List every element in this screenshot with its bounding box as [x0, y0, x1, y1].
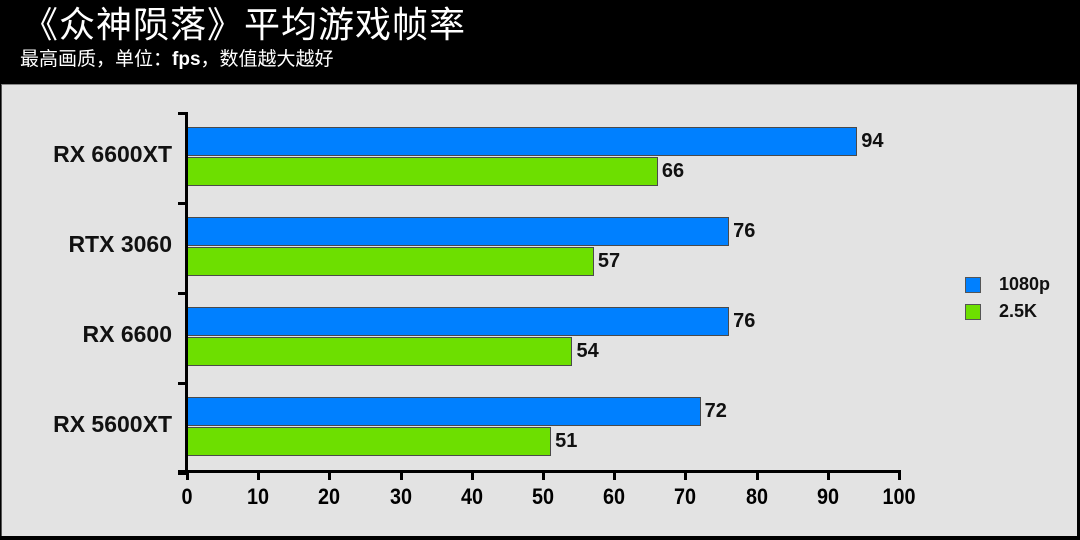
x-tick-label: 40 — [460, 484, 483, 509]
x-tick-label: 0 — [181, 484, 193, 509]
legend-item-1080p: 1080p — [965, 271, 1050, 298]
value-label: 54 — [576, 340, 599, 362]
y-tick — [178, 292, 187, 295]
x-tick — [826, 470, 830, 480]
chart-subtitle: 最高画质，单位：fps，数值越大越好 — [20, 48, 334, 70]
x-tick-label: 100 — [882, 484, 916, 509]
bar-1080p — [188, 397, 701, 426]
value-label: 66 — [661, 160, 685, 182]
x-tick — [542, 470, 545, 480]
x-axis-line — [178, 470, 901, 473]
legend-swatch-1080p — [965, 276, 981, 293]
value-label: 72 — [704, 400, 727, 422]
bar-1080p — [188, 217, 730, 246]
value-label: 76 — [733, 220, 756, 242]
y-tick — [178, 472, 187, 475]
x-tick — [755, 470, 759, 480]
x-tick — [186, 470, 189, 480]
category-label: RX 6600XT — [53, 141, 172, 167]
value-label: 51 — [555, 430, 578, 452]
x-tick-label: 50 — [531, 484, 555, 509]
y-tick — [178, 202, 187, 205]
x-tick — [328, 470, 332, 480]
bar-2-5k — [188, 337, 573, 366]
bar-2-5k — [188, 247, 594, 276]
x-tick-label: 30 — [389, 484, 412, 509]
x-tick-label: 70 — [674, 484, 697, 509]
x-tick — [898, 470, 901, 480]
value-label: 76 — [733, 310, 756, 332]
x-tick — [257, 470, 261, 480]
value-label: 57 — [597, 250, 621, 272]
x-tick — [399, 470, 403, 480]
chart-title: 《众神陨落》平均游戏帧率 — [22, 5, 467, 46]
x-tick-label: 80 — [745, 484, 768, 509]
y-tick — [178, 382, 187, 385]
x-tick-label: 60 — [603, 484, 626, 509]
bar-2-5k — [188, 157, 658, 186]
category-label: RTX 3060 — [68, 231, 172, 257]
bar-1080p — [188, 127, 858, 156]
x-tick — [613, 470, 617, 480]
bar-1080p — [188, 307, 730, 336]
bar-2-5k — [188, 427, 552, 456]
y-tick — [178, 112, 187, 115]
legend-swatch-2-5k — [965, 303, 981, 320]
legend: 1080p 2.5K — [965, 271, 1050, 325]
x-tick — [470, 470, 474, 480]
value-label: 94 — [861, 130, 884, 152]
x-tick — [684, 470, 688, 480]
category-label: RX 6600 — [82, 321, 172, 347]
x-tick-label: 10 — [247, 484, 270, 509]
x-tick-label: 20 — [318, 484, 341, 509]
legend-item-2-5k: 2.5K — [965, 298, 1050, 325]
x-tick-label: 90 — [816, 484, 839, 509]
category-label: RX 5600XT — [53, 411, 172, 437]
